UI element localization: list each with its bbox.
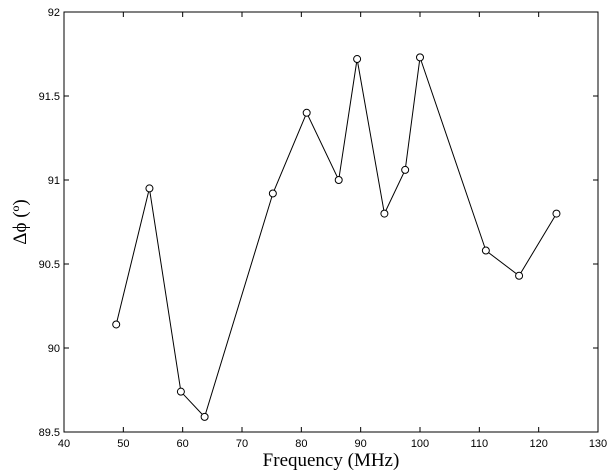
y-tick-labels: 89.5 90 90.5 91 91.5 92 (39, 7, 60, 439)
y-tick-label: 92 (48, 7, 60, 19)
x-tick-label: 120 (529, 438, 547, 450)
x-axis-title: Frequency (MHz) (263, 450, 400, 470)
data-point (353, 55, 362, 64)
data-point (200, 412, 209, 421)
data-point (481, 246, 490, 255)
x-tick-label: 40 (58, 438, 70, 450)
x-tick-label: 70 (236, 438, 248, 450)
data-point (552, 209, 561, 218)
data-point (416, 53, 424, 62)
y-tick-label: 91.5 (39, 91, 60, 103)
data-point (112, 320, 121, 329)
x-tick-labels: 40 50 60 70 80 90 100 110 120 130 (58, 438, 607, 450)
axis-ticks (63, 11, 599, 433)
plot-area (63, 11, 599, 433)
y-tick-label: 90.5 (39, 259, 60, 271)
series-line (115, 57, 557, 418)
x-tick-label: 60 (177, 438, 189, 450)
x-tick-label: 100 (411, 438, 429, 450)
y-tick-label: 90 (48, 343, 60, 355)
data-point (145, 184, 154, 193)
data-point (176, 387, 185, 396)
data-point (334, 176, 343, 184)
x-tick-label: 110 (471, 438, 489, 450)
y-tick-label: 89.5 (39, 427, 60, 439)
data-point (380, 209, 389, 218)
y-tick-label: 91 (48, 175, 60, 187)
x-tick-label: 80 (295, 438, 307, 450)
x-tick-label: 50 (117, 438, 129, 450)
x-tick-label: 130 (589, 438, 607, 450)
data-point (401, 165, 410, 174)
x-tick-label: 90 (355, 438, 367, 450)
data-point (515, 271, 524, 280)
y-axis-title: Δϕ (º) (10, 199, 31, 245)
series-group (112, 53, 561, 421)
data-point (302, 108, 311, 117)
data-point (268, 189, 277, 198)
